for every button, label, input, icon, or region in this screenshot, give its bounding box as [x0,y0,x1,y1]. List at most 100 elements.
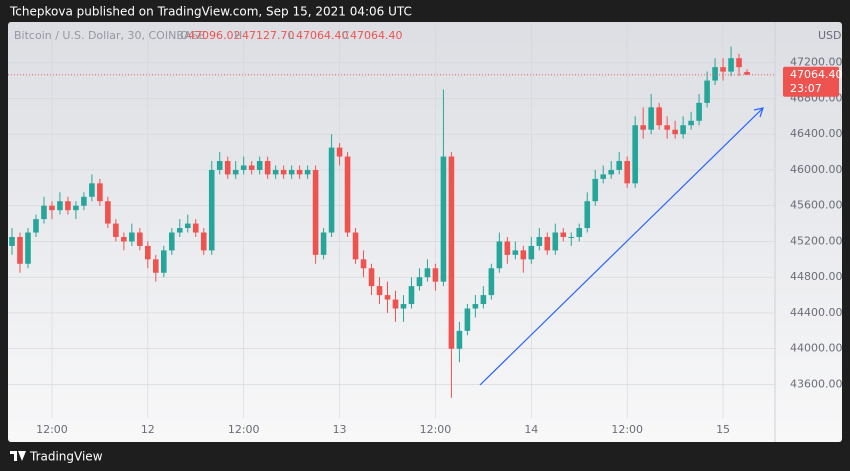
candle-body [504,241,511,255]
candle-body [384,295,391,300]
candle-body [200,232,207,251]
currency: USD [818,29,842,42]
candle-body [248,165,255,170]
candle-body [224,161,231,175]
candle-body [456,330,463,349]
candle-body [696,102,702,121]
candle-body [680,125,686,135]
candle-body [25,232,31,264]
candle-body [328,147,335,233]
candle-body [73,205,79,211]
candle-body [57,201,63,211]
candle-body [65,201,71,211]
candle-body [568,236,575,238]
candle-body [600,174,607,179]
candle-body [129,232,135,242]
x-tick-label: 13 [333,423,347,436]
candle-body [320,232,327,255]
candle-body [216,161,223,170]
candle-body [352,232,359,260]
ohlc-value: 47064.40 [350,29,403,42]
candle-body [608,169,615,175]
ohlc-value: 47127.70 [242,29,295,42]
candle-body [624,161,630,184]
candle-body [728,58,734,72]
candle-body [528,245,535,260]
plot: 43600.00 44000.00 44400.00 44800.00 45200.00… [8,22,843,436]
candle-body [712,67,718,81]
candle-body [408,286,415,305]
candle-body [208,169,215,251]
ohlc-legend: O 47096.02H 47127.70L 47064.40C 47064.40 [180,29,403,42]
ohlc-key: L [288,29,295,42]
brand-name: TradingView [29,450,103,464]
candle-body [440,156,447,282]
candle-body [736,58,742,68]
candle-body [121,236,127,242]
y-tick-label: 45600.00 [790,199,843,212]
ohlc-key: O [180,29,189,42]
candle-body [153,259,159,273]
candle-body [41,205,47,220]
candle-body [536,236,543,246]
candle-body [744,71,750,75]
candle-body [272,169,279,175]
trend-arrow [479,107,764,386]
candle-body [400,304,407,309]
ohlc-value: 47096.02 [188,29,241,42]
candle-body [33,219,39,233]
candle-body [9,236,15,246]
x-tick-label: 12:00 [228,423,260,436]
candle-body [512,250,519,255]
candle-body [113,223,119,237]
candle-body [544,236,551,251]
candle-body [168,232,175,251]
ohlc-value: 47064.40 [296,29,349,42]
candle-body [336,147,343,157]
candle-body [392,299,399,309]
arrow-head [753,107,764,118]
x-tick-label: 14 [524,423,538,436]
candle-body [376,286,383,296]
candle-body [256,161,263,170]
ohlc-key: H [234,29,242,42]
ohlc-key: C [342,29,350,42]
chart-area [8,22,842,442]
candle-body [192,223,199,233]
candle-body [416,277,423,287]
candle-body [560,232,567,237]
x-tick-label: 12 [141,423,155,436]
candle-body [472,304,479,309]
x-tick-label: 12:00 [420,423,452,436]
candle-body [137,232,143,246]
candle-body [648,107,654,130]
candle-body [424,268,431,278]
candle-body [488,268,495,296]
candle-body [656,107,662,126]
y-tick-label: 44800.00 [790,270,843,283]
x-tick-label: 15 [716,423,730,436]
candle-body [264,161,271,175]
candle-body [304,169,311,175]
countdown: 23:07 [790,82,822,95]
candle-body [81,196,87,206]
candle-body [232,169,239,175]
candle-body [176,228,183,233]
candle-body [520,250,527,260]
candle-body [288,169,295,175]
brand: TradingView [10,450,103,464]
candle-body [368,268,375,287]
candle-body [145,245,151,260]
candle-body [448,156,455,349]
candle-body [664,125,670,130]
candle-body [496,241,503,269]
y-tick-label: 46000.00 [790,163,843,176]
y-tick-label: 47200.00 [790,56,843,69]
x-tick-label: 12:00 [36,423,68,436]
candle-body [576,228,583,237]
candle-body [17,236,23,264]
candle-body [312,169,319,255]
candle-body [344,156,351,233]
